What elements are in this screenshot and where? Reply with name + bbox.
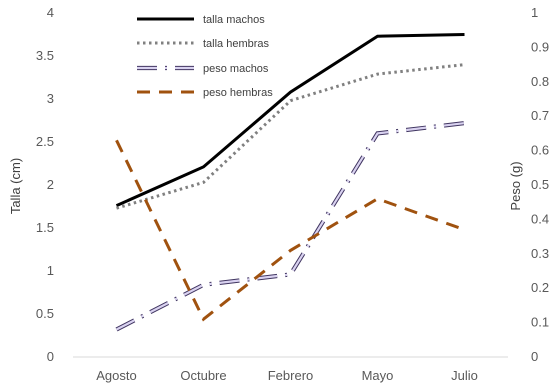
right-y-tick-label: 1 — [531, 5, 538, 20]
series-line — [115, 122, 465, 331]
left-y-tick-label: 3.5 — [36, 48, 54, 63]
series-peso-hembras — [115, 139, 466, 322]
series-talla-machos — [115, 33, 465, 207]
series-line-outline — [115, 121, 465, 332]
left-y-tick-label: 2.5 — [36, 134, 54, 149]
left-y-tick-label: 1 — [47, 263, 54, 278]
left-axis-title: Talla (cm) — [8, 158, 23, 214]
right-y-tick-label: 0.7 — [531, 108, 549, 123]
legend-entry-talla-hembras: talla hembras — [137, 38, 270, 50]
right-y-tick-label: 0.6 — [531, 143, 549, 158]
series-talla-hembras — [116, 63, 465, 210]
left-y-tick-label: 2 — [47, 177, 54, 192]
x-tick-label: Febrero — [268, 368, 314, 383]
legend-entry-peso-machos: peso machos — [137, 63, 269, 75]
right-y-tick-label: 0.3 — [531, 246, 549, 261]
x-tick-label: Agosto — [96, 368, 136, 383]
right-y-tick-label: 0.4 — [531, 211, 549, 226]
right-y-tick-label: 0.9 — [531, 39, 549, 54]
left-y-tick-label: 4 — [47, 5, 54, 20]
x-tick-label: Julio — [451, 368, 478, 383]
series-peso-machos — [115, 121, 465, 332]
right-y-tick-label: 0.1 — [531, 315, 549, 330]
x-tick-label: Octubre — [180, 368, 226, 383]
legend-label: peso machos — [203, 63, 269, 75]
series-line — [115, 139, 466, 322]
right-axis-title: Peso (g) — [508, 161, 523, 210]
left-y-tick-label: 0.5 — [36, 306, 54, 321]
left-y-tick-label: 1.5 — [36, 220, 54, 235]
series-line — [115, 33, 465, 207]
legend-entry-talla-machos: talla machos — [137, 14, 265, 26]
right-y-tick-label: 0 — [531, 349, 538, 364]
legend-label: peso hembras — [203, 87, 273, 99]
right-y-tick-label: 0.2 — [531, 280, 549, 295]
left-y-tick-label: 0 — [47, 349, 54, 364]
x-tick-label: Mayo — [362, 368, 394, 383]
left-y-tick-label: 3 — [47, 91, 54, 106]
right-y-tick-label: 0.5 — [531, 177, 549, 192]
series-line — [116, 63, 465, 210]
legend-label: talla hembras — [203, 38, 270, 50]
right-y-tick-label: 0.8 — [531, 74, 549, 89]
legend-label: talla machos — [203, 14, 265, 26]
legend-entry-peso-hembras: peso hembras — [137, 87, 273, 99]
